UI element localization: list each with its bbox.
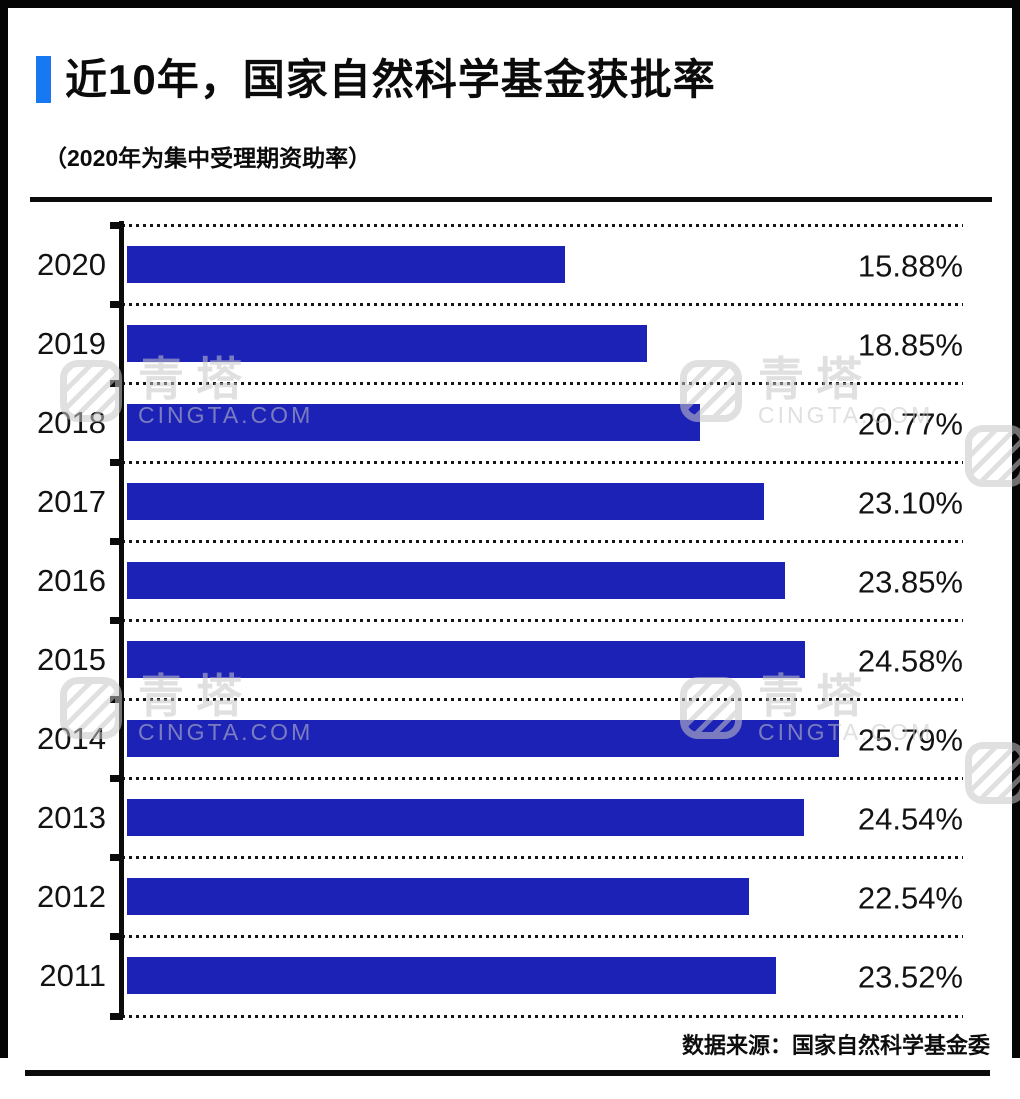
bottom-axis-tick	[110, 1013, 123, 1020]
value-bar	[127, 799, 804, 836]
grid-line	[122, 619, 963, 622]
bottom-grid-line	[122, 1015, 963, 1018]
chart-subtitle: （2020年为集中受理期资助率）	[44, 145, 372, 171]
chart-row: 2012 22.54%	[0, 854, 1020, 936]
axis-tick	[110, 301, 123, 308]
value-label: 24.54%	[857, 800, 963, 836]
value-bar	[127, 246, 565, 283]
chart-row: 2014 25.79%	[0, 696, 1020, 778]
axis-tick	[110, 459, 123, 466]
value-bar	[127, 325, 647, 362]
year-label: 2020	[37, 246, 106, 282]
page-title: 近10年，国家自然科学基金获批率	[65, 56, 716, 103]
year-label: 2018	[37, 404, 106, 440]
year-label: 2015	[37, 641, 106, 677]
axis-tick	[110, 617, 123, 624]
value-label: 23.85%	[857, 563, 963, 599]
value-label: 15.88%	[857, 247, 963, 283]
value-bar	[127, 562, 785, 599]
title-accent-bar	[36, 56, 51, 103]
value-bar	[127, 641, 805, 678]
year-label: 2016	[37, 562, 106, 598]
bar-chart: 2020 15.88% 2019 18.85% 2018 20.77% 2017…	[0, 222, 1020, 1015]
grid-line	[122, 935, 963, 938]
grid-line	[122, 540, 963, 543]
axis-tick	[110, 933, 123, 940]
value-label: 18.85%	[857, 326, 963, 362]
year-label: 2017	[37, 483, 106, 519]
value-bar	[127, 878, 749, 915]
grid-line	[122, 777, 963, 780]
axis-tick	[110, 775, 123, 782]
value-label: 23.52%	[857, 958, 963, 994]
footer-divider	[25, 1070, 990, 1076]
value-bar	[127, 720, 839, 757]
chart-row: 2011 23.52%	[0, 933, 1020, 1015]
chart-row: 2019 18.85%	[0, 301, 1020, 383]
chart-row: 2015 24.58%	[0, 617, 1020, 699]
chart-row: 2016 23.85%	[0, 538, 1020, 620]
year-label: 2012	[37, 878, 106, 914]
grid-line	[122, 461, 963, 464]
value-label: 24.58%	[857, 642, 963, 678]
grid-line	[122, 698, 963, 701]
year-label: 2011	[39, 957, 106, 993]
chart-row: 2013 24.54%	[0, 775, 1020, 857]
y-axis-line	[119, 221, 124, 1018]
grid-line	[122, 303, 963, 306]
value-bar	[127, 957, 776, 994]
year-label: 2013	[37, 799, 106, 835]
year-label: 2019	[37, 325, 106, 361]
grid-line	[122, 382, 963, 385]
chart-row: 2017 23.10%	[0, 459, 1020, 541]
value-bar	[127, 404, 700, 441]
axis-tick	[110, 854, 123, 861]
value-bar	[127, 483, 764, 520]
axis-tick	[110, 222, 123, 229]
data-source-credit: 数据来源：国家自然科学基金委	[681, 1033, 990, 1058]
grid-line	[122, 856, 963, 859]
grid-line	[122, 224, 963, 227]
value-label: 25.79%	[857, 721, 963, 757]
header-divider	[30, 197, 992, 202]
year-label: 2014	[37, 720, 106, 756]
chart-row: 2020 15.88%	[0, 222, 1020, 304]
value-label: 22.54%	[857, 879, 963, 915]
value-label: 23.10%	[857, 484, 963, 520]
value-label: 20.77%	[857, 405, 963, 441]
chart-row: 2018 20.77%	[0, 380, 1020, 462]
axis-tick	[110, 538, 123, 545]
